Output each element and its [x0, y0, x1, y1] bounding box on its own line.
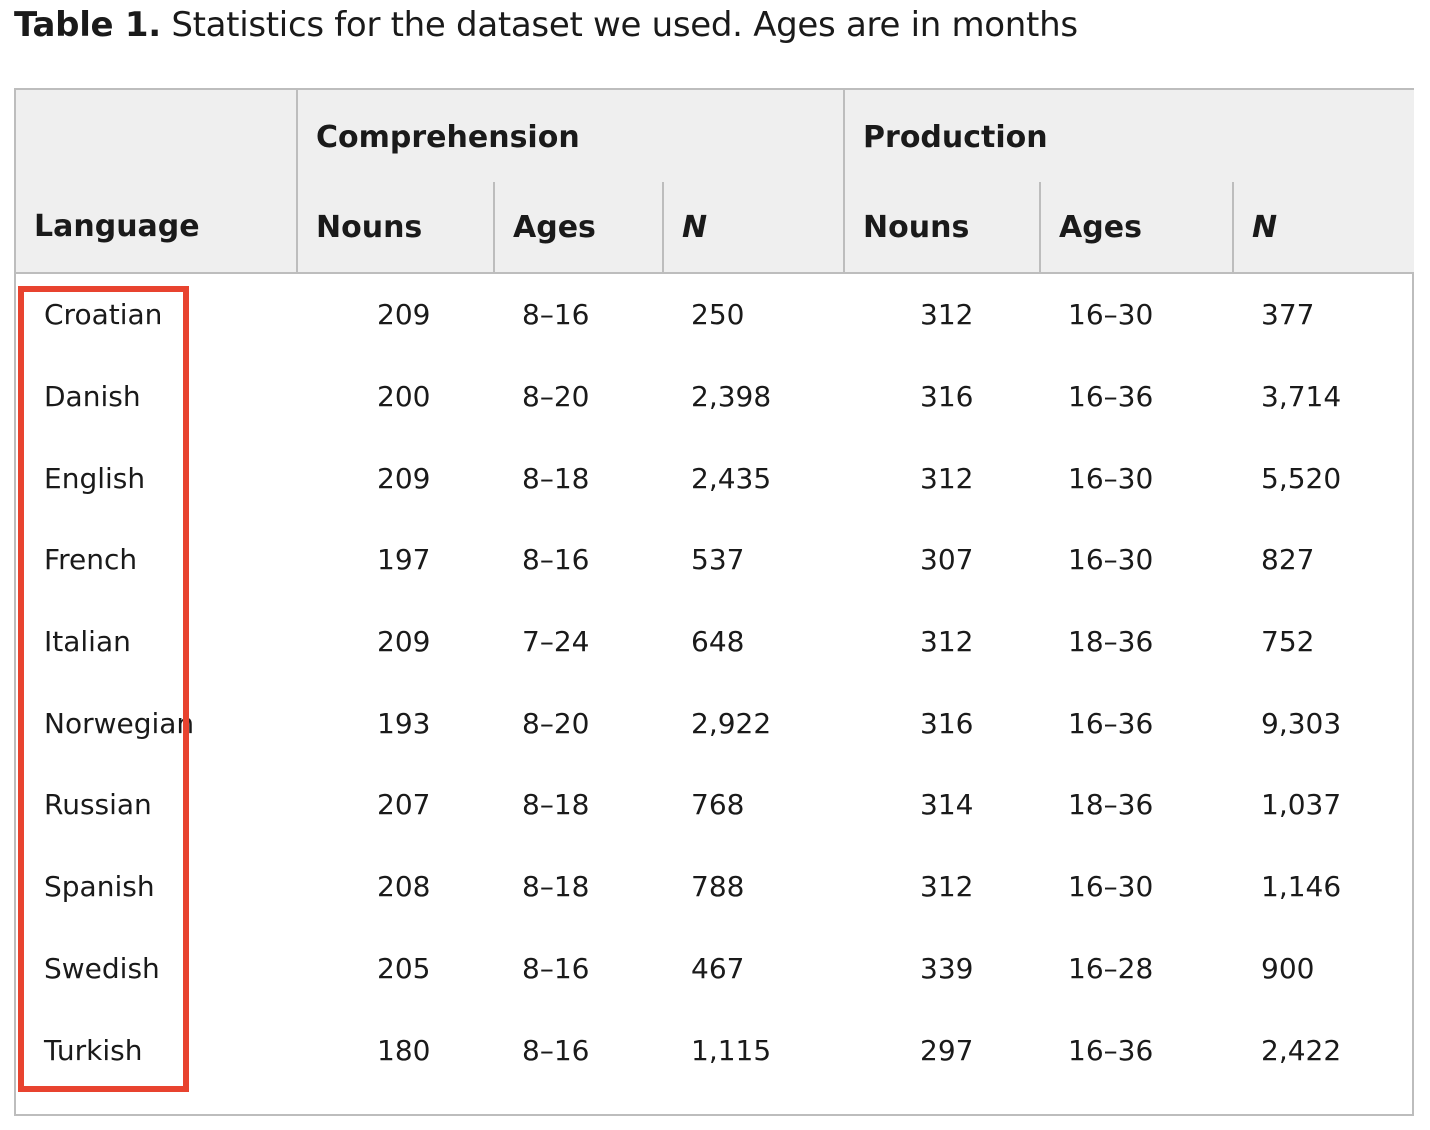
table-row: Italian 209 7–24 648 312 18–36 752: [16, 601, 1414, 683]
cell-comp-n: 467: [691, 951, 745, 985]
cell-prod-ages: 16–30: [1068, 870, 1154, 904]
header-comp-ages: Ages: [493, 182, 663, 274]
header-comp-n: N: [661, 182, 845, 274]
cell-comp-n: 250: [691, 298, 745, 332]
header-production: Production: [844, 90, 1415, 182]
cell-prod-nouns: 312: [920, 870, 974, 904]
cell-comp-nouns: 200: [377, 380, 431, 414]
header-comp-nouns: Nouns: [297, 182, 494, 274]
table-row: Swedish 205 8–16 467 339 16–28 900: [16, 928, 1414, 1010]
cell-comp-ages: 8–16: [522, 298, 590, 332]
cell-prod-ages: 16–30: [1068, 461, 1154, 495]
header-language: Language: [16, 90, 298, 274]
cell-comp-nouns: 207: [377, 788, 431, 822]
cell-comp-n: 768: [691, 788, 745, 822]
table-row: Spanish 208 8–18 788 312 16–30 1,146: [16, 846, 1414, 928]
table-header: Language Comprehension Production Nouns …: [16, 90, 1415, 274]
cell-comp-ages: 8–18: [522, 870, 590, 904]
header-prod-nouns: Nouns: [843, 182, 1041, 274]
table-row: Russian 207 8–18 768 314 18–36 1,037: [16, 764, 1414, 846]
cell-prod-n: 827: [1261, 543, 1315, 577]
table-row: Turkish 180 8–16 1,115 297 16–36 2,422: [16, 1009, 1414, 1091]
cell-prod-n: 377: [1261, 298, 1315, 332]
cell-prod-nouns: 307: [920, 543, 974, 577]
cell-comp-n: 537: [691, 543, 745, 577]
cell-comp-n: 1,115: [691, 1033, 772, 1067]
cell-language: Spanish: [44, 870, 155, 904]
cell-prod-n: 3,714: [1261, 380, 1342, 414]
cell-language: Swedish: [44, 951, 160, 985]
cell-prod-ages: 16–36: [1068, 380, 1154, 414]
cell-prod-ages: 18–36: [1068, 788, 1154, 822]
header-prod-n: N: [1232, 182, 1415, 274]
cell-comp-ages: 8–16: [522, 543, 590, 577]
header-comprehension: Comprehension: [297, 90, 846, 182]
cell-prod-nouns: 314: [920, 788, 974, 822]
cell-comp-n: 2,922: [691, 706, 772, 740]
cell-prod-n: 5,520: [1261, 461, 1342, 495]
cell-comp-ages: 8–20: [522, 380, 590, 414]
cell-comp-ages: 8–18: [522, 461, 590, 495]
cell-prod-ages: 18–36: [1068, 625, 1154, 659]
cell-prod-n: 900: [1261, 951, 1315, 985]
cell-comp-nouns: 205: [377, 951, 431, 985]
cell-prod-n: 9,303: [1261, 706, 1342, 740]
cell-language: Norwegian: [44, 706, 195, 740]
cell-language: Croatian: [44, 298, 163, 332]
table-row: English 209 8–18 2,435 312 16–30 5,520: [16, 437, 1414, 519]
table-row: Norwegian 193 8–20 2,922 316 16–36 9,303: [16, 682, 1414, 764]
caption-label: Table 1.: [14, 5, 161, 45]
cell-prod-ages: 16–30: [1068, 543, 1154, 577]
cell-prod-nouns: 312: [920, 625, 974, 659]
cell-comp-n: 648: [691, 625, 745, 659]
cell-language: Turkish: [44, 1033, 143, 1067]
cell-comp-n: 2,398: [691, 380, 772, 414]
cell-comp-nouns: 180: [377, 1033, 431, 1067]
header-sub-row: Nouns Ages N Nouns Ages N: [16, 182, 1415, 274]
cell-prod-nouns: 297: [920, 1033, 974, 1067]
cell-comp-n: 788: [691, 870, 745, 904]
cell-language: Danish: [44, 380, 141, 414]
cell-prod-nouns: 339: [920, 951, 974, 985]
cell-prod-n: 2,422: [1261, 1033, 1342, 1067]
statistics-table-container: Language Comprehension Production Nouns …: [14, 88, 1415, 1116]
cell-comp-n: 2,435: [691, 461, 772, 495]
cell-comp-ages: 8–20: [522, 706, 590, 740]
cell-comp-nouns: 209: [377, 298, 431, 332]
header-prod-ages: Ages: [1039, 182, 1234, 274]
table-body: Croatian 209 8–16 250 312 16–30 377 Danish 200 8–…: [16, 273, 1414, 1091]
cell-prod-n: 1,146: [1261, 870, 1342, 904]
cell-comp-ages: 8–16: [522, 951, 590, 985]
cell-comp-ages: 8–18: [522, 788, 590, 822]
cell-prod-ages: 16–36: [1068, 706, 1154, 740]
cell-comp-nouns: 208: [377, 870, 431, 904]
table-row: French 197 8–16 537 307 16–30 827: [16, 519, 1414, 601]
cell-prod-n: 752: [1261, 625, 1315, 659]
cell-prod-ages: 16–28: [1068, 951, 1154, 985]
cell-prod-nouns: 312: [920, 461, 974, 495]
caption-text: Statistics for the dataset we used. Ages…: [160, 5, 1078, 45]
cell-prod-nouns: 312: [920, 298, 974, 332]
cell-comp-nouns: 197: [377, 543, 431, 577]
cell-language: Russian: [44, 788, 152, 822]
cell-prod-nouns: 316: [920, 380, 974, 414]
cell-comp-ages: 8–16: [522, 1033, 590, 1067]
cell-comp-nouns: 209: [377, 625, 431, 659]
table-caption: Table 1. Statistics for the dataset we u…: [14, 2, 1078, 48]
cell-language: English: [44, 461, 146, 495]
cell-comp-ages: 7–24: [522, 625, 590, 659]
header-group-row: Language Comprehension Production: [16, 90, 1415, 274]
cell-prod-nouns: 316: [920, 706, 974, 740]
cell-language: French: [44, 543, 138, 577]
table-row: Danish 200 8–20 2,398 316 16–36 3,714: [16, 356, 1414, 438]
statistics-table: Language Comprehension Production Nouns …: [16, 90, 1415, 1091]
cell-comp-nouns: 209: [377, 461, 431, 495]
cell-language: Italian: [44, 625, 131, 659]
cell-prod-n: 1,037: [1261, 788, 1342, 822]
table-row: Croatian 209 8–16 250 312 16–30 377: [16, 273, 1414, 356]
cell-comp-nouns: 193: [377, 706, 431, 740]
cell-prod-ages: 16–36: [1068, 1033, 1154, 1067]
cell-prod-ages: 16–30: [1068, 298, 1154, 332]
